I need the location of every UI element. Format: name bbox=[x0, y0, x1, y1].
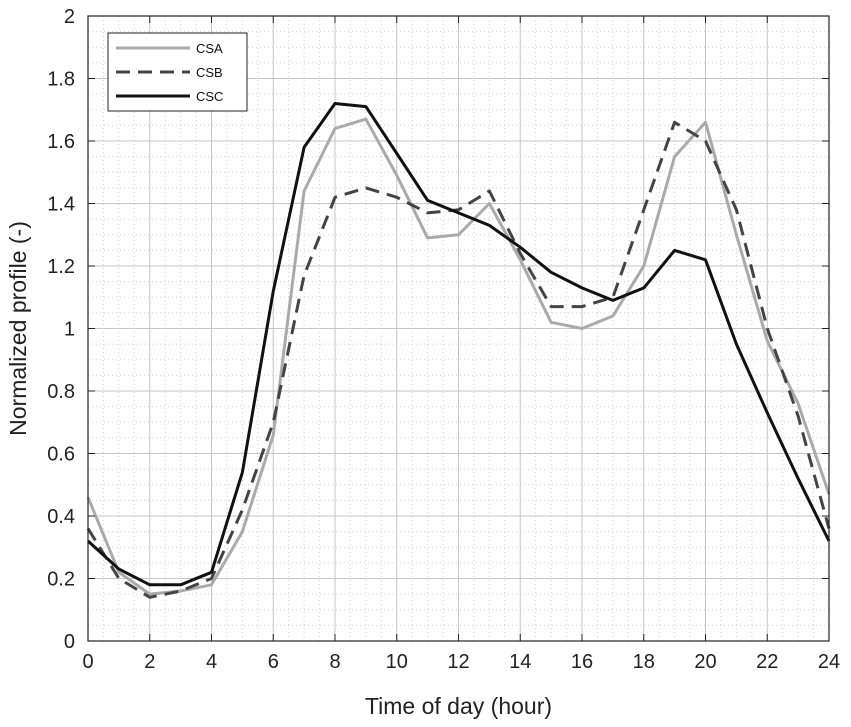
x-tick-label: 14 bbox=[509, 651, 531, 673]
x-tick-label: 8 bbox=[329, 651, 340, 673]
x-tick-label: 16 bbox=[571, 651, 593, 673]
major-grid bbox=[88, 16, 829, 641]
x-axis-ticks: 0 2 4 6 8 10 12 14 16 18 20 22 24 bbox=[82, 16, 840, 673]
y-tick-label: 0.6 bbox=[47, 444, 75, 466]
x-tick-label: 18 bbox=[633, 651, 655, 673]
y-tick-label: 0.4 bbox=[47, 506, 75, 528]
x-tick-label: 10 bbox=[386, 651, 408, 673]
x-axis-title: Time of day (hour) bbox=[365, 693, 552, 719]
y-tick-label: 1.2 bbox=[47, 256, 75, 278]
x-tick-label: 24 bbox=[818, 651, 840, 673]
legend: CSA CSB CSC bbox=[107, 32, 248, 112]
y-tick-label: 1.8 bbox=[47, 69, 75, 91]
legend-box bbox=[107, 32, 248, 112]
series-line-csb bbox=[86, 120, 831, 599]
y-tick-label: 0.2 bbox=[47, 569, 75, 591]
y-tick-label: 0 bbox=[64, 631, 75, 653]
y-axis-ticks: 0 0.2 0.4 0.6 0.8 1 1.2 1.4 1.6 1.8 2 bbox=[47, 6, 829, 653]
legend-label-csc: CSC bbox=[196, 89, 223, 104]
series-line-csa bbox=[86, 117, 831, 596]
series-layer bbox=[86, 102, 831, 599]
y-tick-label: 1.6 bbox=[47, 131, 75, 153]
x-tick-label: 22 bbox=[756, 651, 778, 673]
legend-label-csa: CSA bbox=[196, 41, 223, 56]
x-tick-label: 6 bbox=[268, 651, 279, 673]
series-line-csc bbox=[86, 102, 831, 587]
y-tick-label: 1.4 bbox=[47, 194, 75, 216]
x-tick-label: 2 bbox=[144, 651, 155, 673]
x-tick-label: 0 bbox=[82, 651, 93, 673]
x-tick-label: 4 bbox=[206, 651, 217, 673]
y-tick-label: 0.8 bbox=[47, 381, 75, 403]
y-tick-label: 2 bbox=[64, 6, 75, 28]
x-tick-label: 12 bbox=[447, 651, 469, 673]
y-axis-title: Normalized profile (-) bbox=[5, 221, 31, 436]
legend-label-csb: CSB bbox=[196, 65, 223, 80]
x-tick-label: 20 bbox=[694, 651, 716, 673]
y-tick-label: 1 bbox=[64, 319, 75, 341]
